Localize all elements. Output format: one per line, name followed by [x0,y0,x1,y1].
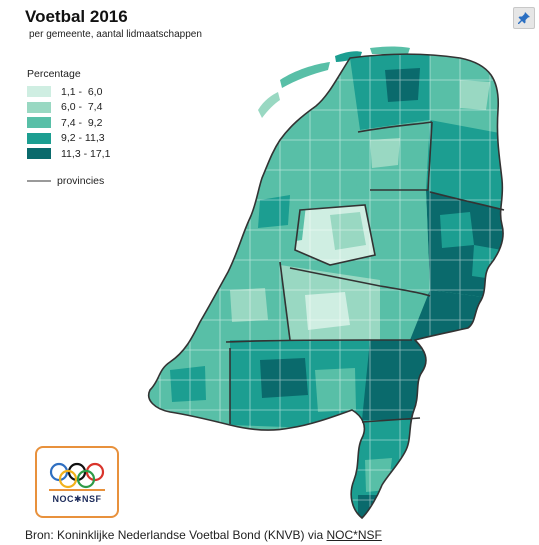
legend-item: 7,4 - 9,2 [27,115,110,131]
legend-label: 9,2 - 11,3 [61,132,105,145]
logo-text: NOC✱NSF [52,494,102,504]
legend-title: Percentage [27,68,81,80]
province-line-swatch [27,179,51,182]
netherlands-map[interactable] [130,40,510,520]
legend-item: 6,0 - 7,4 [27,100,110,116]
legend-item: 9,2 - 11,3 [27,131,110,147]
pin-icon [518,12,530,24]
pin-button[interactable] [513,7,535,29]
legend-swatch [27,86,51,98]
subtitle: per gemeente, aantal lidmaatschappen [29,29,202,40]
legend-swatch [27,101,51,113]
noc-nsf-logo: NOC✱NSF [35,446,119,518]
source-note: Bron: Koninklijke Nederlandse Voetbal Bo… [25,528,382,542]
legend-item: 11,3 - 17,1 [27,146,110,162]
legend-label: 6,0 - 7,4 [61,101,103,114]
page-title: Voetbal 2016 [25,7,128,26]
legend-provinces: provincies [27,175,110,187]
legend-label: 1,1 - 6,0 [61,85,103,98]
legend: Percentage 1,1 - 6,0 6,0 - 7,4 7,4 - 9,2… [27,68,110,187]
source-link[interactable]: NOC*NSF [326,528,382,542]
source-prefix: Bron: Koninklijke Nederlandse Voetbal Bo… [25,528,327,542]
legend-swatch [27,132,51,144]
legend-swatch [27,117,51,129]
legend-item: 1,1 - 6,0 [27,84,110,100]
legend-swatch [27,148,51,160]
legend-label: 7,4 - 9,2 [61,116,103,129]
legend-provinces-label: provincies [57,174,105,187]
olympic-rings-icon [49,462,105,491]
legend-label: 11,3 - 17,1 [61,147,111,160]
